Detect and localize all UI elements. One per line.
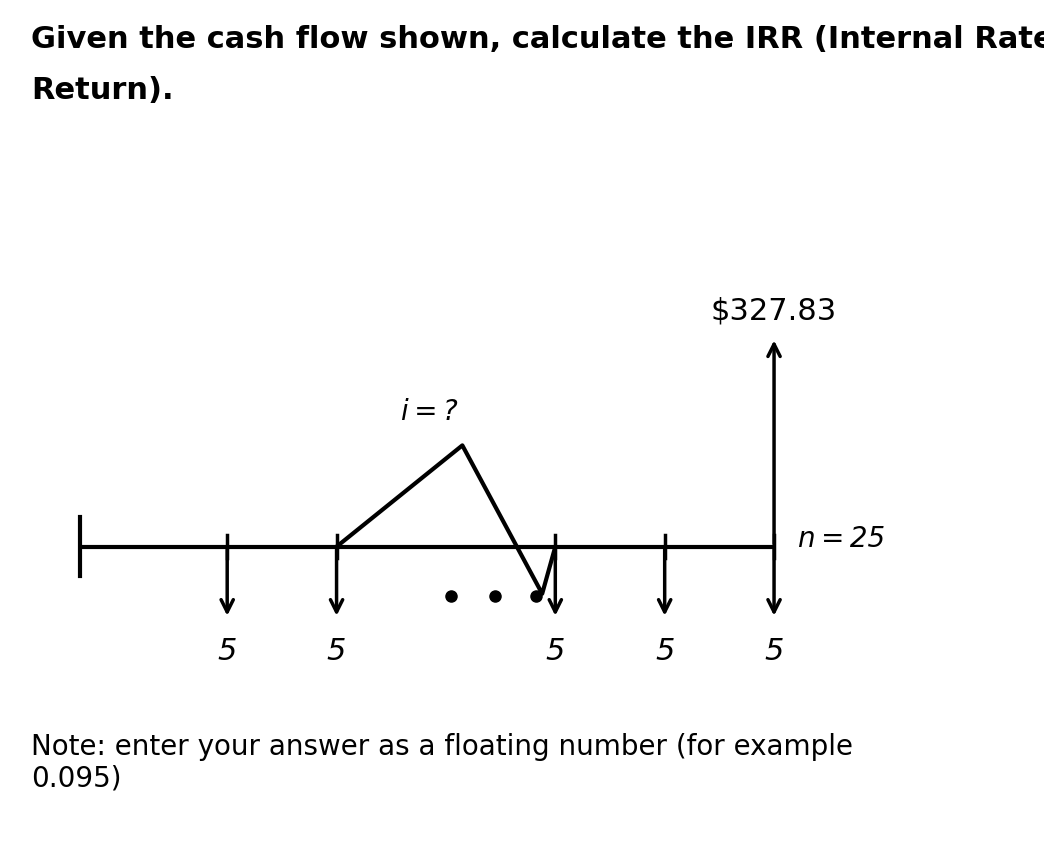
Text: Return).: Return).	[31, 76, 174, 104]
Text: Given the cash flow shown, calculate the IRR (Internal Rate of: Given the cash flow shown, calculate the…	[31, 25, 1044, 54]
Text: 5: 5	[217, 637, 237, 666]
Text: 5: 5	[764, 637, 784, 666]
Text: Note: enter your answer as a floating number (for example
0.095): Note: enter your answer as a floating nu…	[31, 733, 853, 793]
Text: 5: 5	[655, 637, 674, 666]
Text: 5: 5	[327, 637, 347, 666]
Text: n = 25: n = 25	[798, 525, 885, 553]
Text: $327.83: $327.83	[711, 296, 837, 326]
Text: i = ?: i = ?	[401, 397, 458, 426]
Text: 5: 5	[546, 637, 565, 666]
